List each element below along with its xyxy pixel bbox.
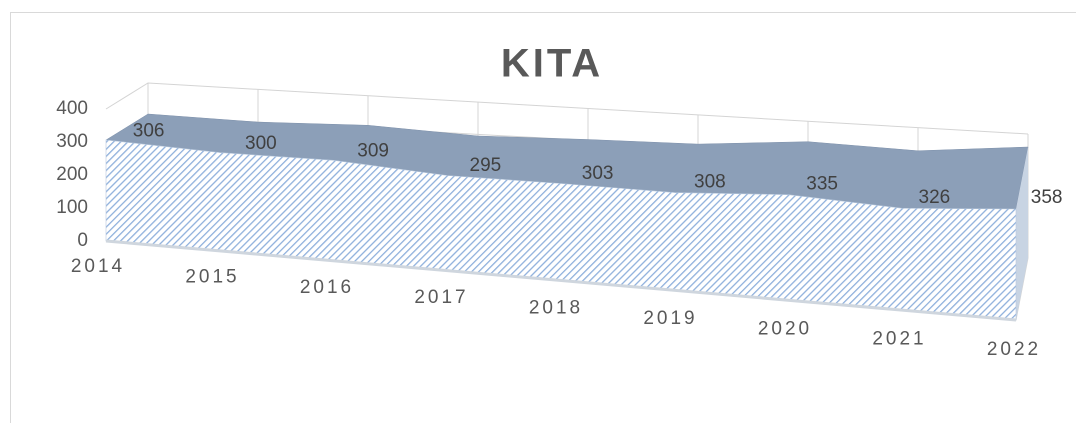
data-label: 306 (133, 121, 165, 142)
plot: 0 100 200 300 400 306 300 309 295 303 308 335 326 358… (56, 82, 1063, 360)
chart-border (10, 12, 1076, 423)
y-tick-label: 0 (77, 230, 88, 251)
x-tick-label: 2014 (71, 256, 125, 277)
x-tick-label: 2015 (185, 266, 239, 287)
x-tick-label: 2016 (300, 277, 354, 298)
y-tick-label: 400 (56, 98, 88, 119)
data-label: 335 (806, 174, 838, 195)
area-side (1016, 147, 1028, 320)
y-tick-label: 300 (56, 131, 88, 152)
data-label: 326 (919, 187, 951, 208)
data-label: 303 (582, 163, 614, 184)
x-tick-label: 2021 (872, 329, 926, 350)
x-tick-label: 2018 (529, 298, 583, 319)
y-tick-label: 200 (56, 164, 88, 185)
x-tick-label: 2020 (758, 318, 812, 339)
data-label: 295 (470, 155, 502, 176)
x-tick-label: 2017 (414, 287, 468, 308)
data-label: 300 (245, 133, 277, 154)
floor-ledge (105, 239, 1017, 322)
x-tick-label: 2019 (643, 308, 697, 329)
x-tick-label: 2022 (987, 339, 1041, 360)
data-label: 308 (694, 172, 726, 193)
chart-title: KITA (501, 42, 603, 86)
area (105, 139, 1017, 321)
y-tick-label: 100 (56, 197, 88, 218)
data-label: 309 (357, 140, 389, 161)
data-label: 358 (1031, 187, 1063, 208)
